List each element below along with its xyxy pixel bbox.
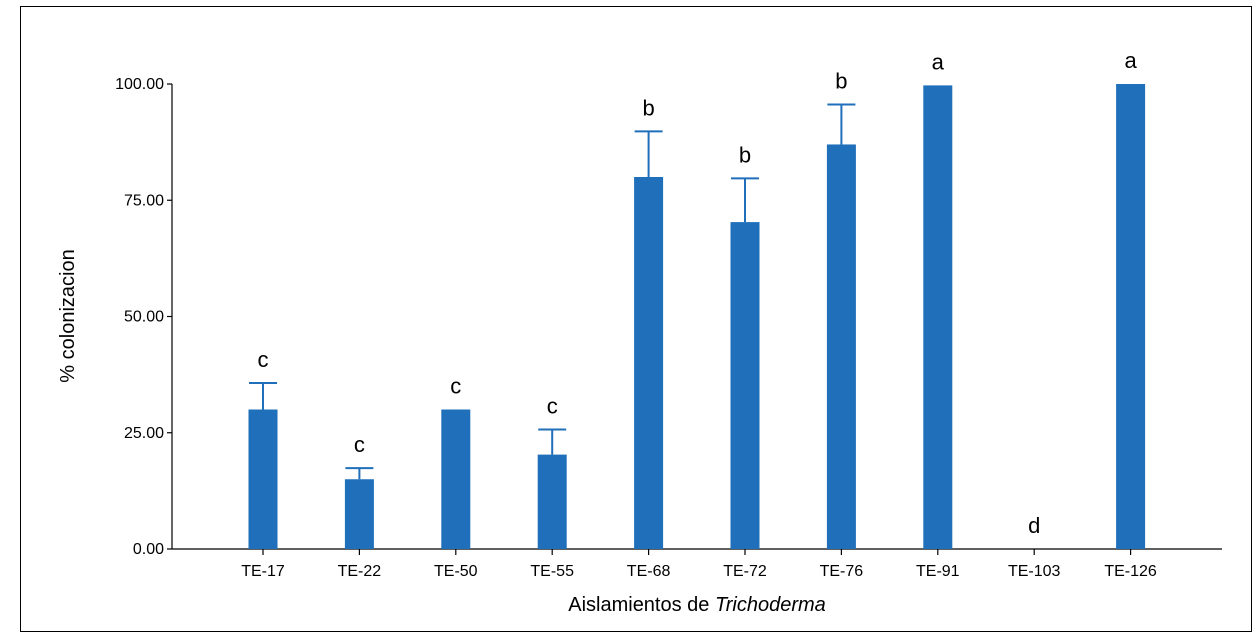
x-tick-label: TE-68: [627, 563, 671, 580]
y-axis-title: % colonizacion: [57, 249, 79, 382]
bar: [441, 409, 471, 549]
x-tick-label: TE-91: [916, 563, 960, 580]
x-tick-label: TE-126: [1104, 563, 1157, 580]
y-tick-label: 100.00: [115, 76, 164, 93]
x-tick-label: TE-50: [434, 563, 478, 580]
bar: [344, 479, 374, 549]
bar: [730, 222, 760, 550]
significance-letter: c: [354, 432, 365, 457]
bar: [1116, 84, 1146, 549]
y-tick-label: 50.00: [124, 309, 164, 326]
bar: [634, 177, 664, 549]
significance-letter: c: [547, 393, 558, 418]
significance-letter: d: [1028, 513, 1040, 538]
y-ticks: 0.00 25.00 50.00 75.00 100.00: [115, 76, 172, 558]
bar: [248, 409, 278, 549]
bar: [826, 144, 856, 549]
y-tick-label: 75.00: [124, 192, 164, 209]
bars: [248, 84, 1146, 550]
x-axis-title-italic: Trichoderma: [715, 594, 826, 616]
x-axis-title-prefix: Aislamientos de: [568, 594, 715, 616]
error-bars: [249, 103, 856, 480]
significance-letter: c: [258, 347, 269, 372]
significance-letter: b: [642, 95, 654, 120]
y-tick-label: 25.00: [124, 425, 164, 442]
significance-letter: b: [835, 68, 847, 93]
x-tick-label: TE-72: [723, 563, 767, 580]
x-ticks: TE-17 TE-22 TE-50 TE-55 TE-68 TE-72 TE-76 TE-91…: [241, 549, 1157, 580]
x-tick-label: TE-22: [338, 563, 382, 580]
x-tick-label: TE-76: [820, 563, 864, 580]
y-tick-label: 0.00: [133, 541, 164, 558]
significance-letters: c c c c b b b a d a: [258, 48, 1138, 538]
x-tick-label: TE-55: [530, 563, 574, 580]
significance-letter: a: [1124, 48, 1137, 73]
significance-letter: c: [450, 374, 461, 399]
bar: [923, 85, 953, 550]
x-tick-label: TE-103: [1008, 563, 1061, 580]
x-tick-label: TE-17: [241, 563, 285, 580]
significance-letter: b: [739, 142, 751, 167]
bar: [537, 454, 567, 549]
x-axis-title: Aislamientos de Trichoderma: [568, 594, 826, 616]
significance-letter: a: [932, 49, 945, 74]
axes: [171, 84, 1222, 550]
